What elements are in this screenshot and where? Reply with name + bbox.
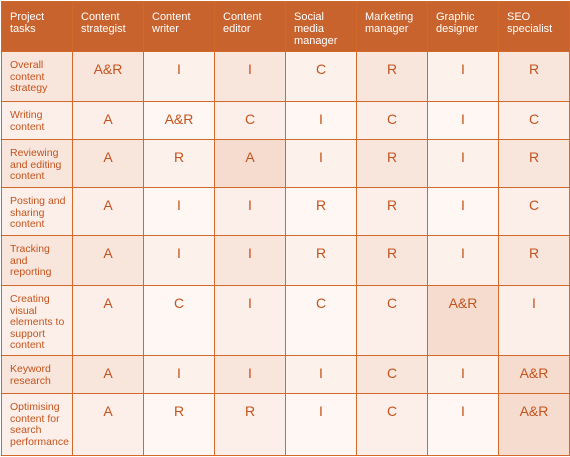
- raci-cell: A&R: [498, 355, 570, 394]
- raci-cell: I: [143, 355, 215, 394]
- table-row: Overall content strategy A&R I I C R I R: [1, 51, 570, 102]
- raci-cell: R: [285, 187, 357, 236]
- raci-cell: I: [285, 355, 357, 394]
- task-cell: Keyword research: [1, 355, 73, 394]
- table-body: Overall content strategy A&R I I C R I R…: [1, 51, 570, 456]
- raci-cell: A: [214, 139, 286, 188]
- header-marketing-manager: Marketing manager: [356, 1, 428, 52]
- raci-cell: I: [498, 285, 570, 356]
- raci-cell: I: [143, 235, 215, 286]
- raci-cell: A: [72, 285, 144, 356]
- raci-cell: I: [285, 139, 357, 188]
- raci-cell: C: [356, 101, 428, 140]
- raci-cell: I: [214, 187, 286, 236]
- table-row: Keyword research A I I I C I A&R: [1, 355, 570, 394]
- header-content-writer: Content writer: [143, 1, 215, 52]
- raci-cell: C: [356, 355, 428, 394]
- raci-cell: C: [498, 101, 570, 140]
- raci-cell: I: [143, 187, 215, 236]
- raci-cell: C: [214, 101, 286, 140]
- header-content-editor: Content editor: [214, 1, 286, 52]
- raci-cell: A: [72, 355, 144, 394]
- raci-cell: C: [285, 285, 357, 356]
- raci-cell: I: [427, 393, 499, 456]
- task-cell: Overall content strategy: [1, 51, 73, 102]
- header-graphic-designer: Graphic designer: [427, 1, 499, 52]
- task-cell: Creating visual elements to support cont…: [1, 285, 73, 356]
- header-social-media-manager: Social media manager: [285, 1, 357, 52]
- raci-cell: A&R: [72, 51, 144, 102]
- raci-cell: R: [498, 51, 570, 102]
- raci-cell: R: [285, 235, 357, 286]
- raci-cell: I: [427, 355, 499, 394]
- raci-cell: R: [356, 235, 428, 286]
- raci-cell: A: [72, 139, 144, 188]
- raci-cell: R: [498, 235, 570, 286]
- table-row: Optimising content for search performanc…: [1, 393, 570, 456]
- table-header: Project tasks Content strategist Content…: [1, 1, 570, 52]
- raci-cell: A&R: [427, 285, 499, 356]
- table-row: Creating visual elements to support cont…: [1, 285, 570, 356]
- raci-cell: C: [356, 285, 428, 356]
- raci-cell: A: [72, 187, 144, 236]
- task-cell: Reviewing and editing content: [1, 139, 73, 188]
- raci-cell: R: [143, 393, 215, 456]
- raci-cell: I: [214, 235, 286, 286]
- raci-cell: C: [143, 285, 215, 356]
- raci-cell: I: [143, 51, 215, 102]
- table-row: Reviewing and editing content A R A I R …: [1, 139, 570, 188]
- raci-cell: R: [356, 51, 428, 102]
- raci-cell: C: [356, 393, 428, 456]
- raci-cell: R: [356, 139, 428, 188]
- task-cell: Optimising content for search performanc…: [1, 393, 73, 456]
- raci-cell: A: [72, 235, 144, 286]
- raci-cell: I: [214, 285, 286, 356]
- raci-cell: I: [285, 393, 357, 456]
- header-content-strategist: Content strategist: [72, 1, 144, 52]
- raci-cell: I: [214, 51, 286, 102]
- raci-cell: I: [427, 139, 499, 188]
- raci-cell: R: [143, 139, 215, 188]
- raci-cell: I: [285, 101, 357, 140]
- raci-cell: C: [498, 187, 570, 236]
- raci-cell: A&R: [143, 101, 215, 140]
- raci-cell: I: [427, 235, 499, 286]
- header-seo-specialist: SEO specialist: [498, 1, 570, 52]
- raci-cell: A: [72, 393, 144, 456]
- task-cell: Posting and sharing content: [1, 187, 73, 236]
- raci-cell: I: [427, 51, 499, 102]
- task-cell: Tracking and reporting: [1, 235, 73, 286]
- raci-cell: I: [427, 101, 499, 140]
- raci-cell: R: [356, 187, 428, 236]
- table-row: Posting and sharing content A I I R R I …: [1, 187, 570, 236]
- raci-cell: I: [427, 187, 499, 236]
- table-row: Tracking and reporting A I I R R I R: [1, 235, 570, 286]
- raci-cell: A&R: [498, 393, 570, 456]
- table-row: Writing content A A&R C I C I C: [1, 101, 570, 140]
- raci-cell: I: [214, 355, 286, 394]
- header-project-tasks: Project tasks: [1, 1, 73, 52]
- raci-cell: R: [214, 393, 286, 456]
- task-cell: Writing content: [1, 101, 73, 140]
- raci-cell: R: [498, 139, 570, 188]
- header-row: Project tasks Content strategist Content…: [1, 1, 570, 52]
- raci-cell: A: [72, 101, 144, 140]
- raci-cell: C: [285, 51, 357, 102]
